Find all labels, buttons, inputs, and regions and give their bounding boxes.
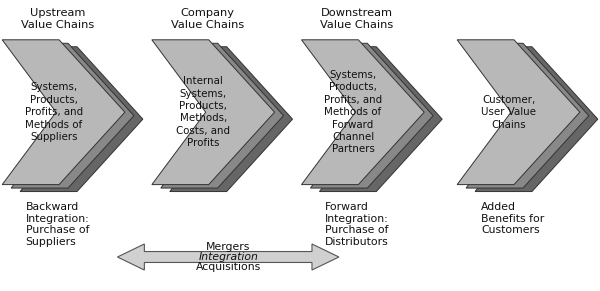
- Polygon shape: [20, 47, 143, 191]
- Text: Integration: Integration: [198, 252, 258, 262]
- Text: Internal
Systems,
Products,
Methods,
Costs, and
Profits: Internal Systems, Products, Methods, Cos…: [176, 76, 230, 148]
- Text: Forward
Integration:
Purchase of
Distributors: Forward Integration: Purchase of Distrib…: [325, 202, 389, 247]
- Polygon shape: [475, 47, 598, 191]
- Polygon shape: [11, 43, 134, 188]
- Text: Company
Value Chains: Company Value Chains: [170, 8, 244, 29]
- Text: Systems,
Products,
Profits, and
Methods of
Suppliers: Systems, Products, Profits, and Methods …: [25, 82, 83, 142]
- Polygon shape: [466, 43, 589, 188]
- Text: Upstream
Value Chains: Upstream Value Chains: [21, 8, 94, 29]
- Text: Mergers: Mergers: [206, 242, 250, 252]
- Polygon shape: [310, 43, 433, 188]
- Text: Downstream
Value Chains: Downstream Value Chains: [320, 8, 394, 29]
- Text: Added
Benefits for
Customers: Added Benefits for Customers: [481, 202, 544, 235]
- Polygon shape: [2, 40, 125, 184]
- Text: Customer,
User Value
Chains: Customer, User Value Chains: [481, 95, 536, 129]
- Polygon shape: [170, 47, 293, 191]
- Polygon shape: [457, 40, 580, 184]
- Polygon shape: [301, 40, 424, 184]
- Text: Acquisitions: Acquisitions: [196, 262, 261, 272]
- Polygon shape: [319, 47, 442, 191]
- Text: Systems,
Products,
Profits, and
Methods of
Forward
Channel
Partners: Systems, Products, Profits, and Methods …: [324, 70, 382, 155]
- Polygon shape: [118, 244, 339, 270]
- Text: Backward
Integration:
Purchase of
Suppliers: Backward Integration: Purchase of Suppli…: [26, 202, 89, 247]
- Polygon shape: [161, 43, 284, 188]
- Polygon shape: [152, 40, 275, 184]
